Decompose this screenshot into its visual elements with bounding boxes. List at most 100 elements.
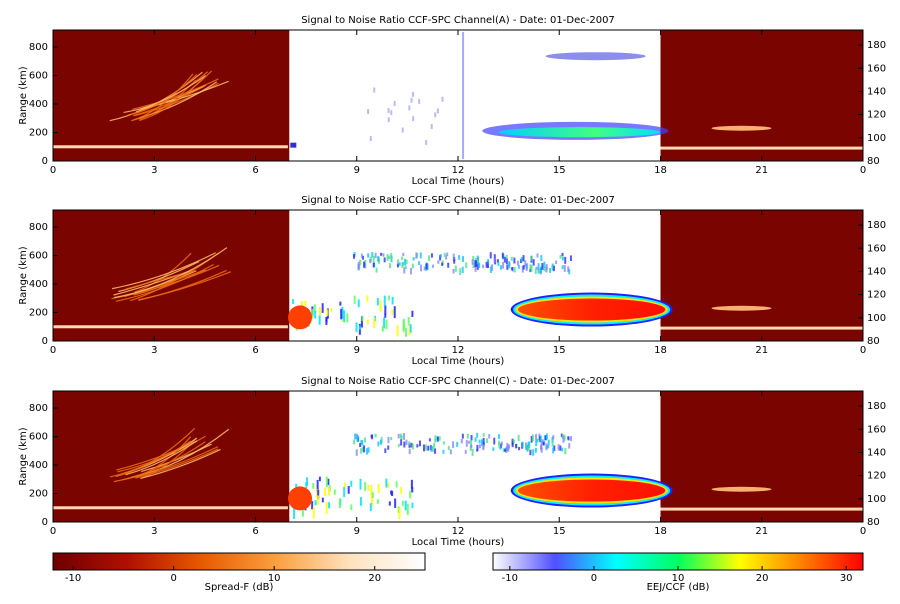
spread-f-plume [112,252,216,290]
echo-patch [530,255,533,261]
echo-patch [521,441,524,448]
echo-patch [371,492,374,498]
echo-patch [326,309,329,316]
echo-patch [371,252,374,258]
echo-patch [561,252,564,257]
echo-patch [394,498,397,508]
x-tick-label: 0 [860,345,866,356]
echo-patch [385,478,388,488]
echo-layer [53,506,288,510]
y2-tick-label: 80 [867,156,880,167]
y-axis-label: Range (km) [18,246,29,304]
y-tick-label: 400 [29,460,48,471]
echo-patch [361,446,364,452]
heatmap-background [660,30,863,161]
spread-f-plume [127,71,209,116]
echo-patch [525,264,528,271]
echo-patch [423,266,426,271]
y2-tick-label: 120 [867,110,886,121]
echo-patch [449,449,452,455]
echo-patch [476,444,479,452]
echo-patch [384,448,387,453]
echo-patch [357,299,360,308]
echo-patch [412,257,415,261]
echo-patch [341,306,344,319]
echo-patch [499,446,502,450]
echo-patch [410,479,413,489]
spread-f-plume [138,271,232,301]
echo-patch [395,481,398,488]
echo-patch [442,441,445,445]
echo-patch [416,444,419,448]
echo-patch [497,261,500,267]
y-axis-label: Range (km) [18,66,29,124]
heatmap-background [660,210,863,341]
echo-patch [489,252,492,259]
y2-tick-label: 160 [867,424,886,435]
echo-patch [388,295,391,301]
echo-patch [540,445,543,450]
echo-patch [290,142,297,148]
x-tick-label: 15 [553,165,566,176]
echo-patch [434,448,437,454]
y2-tick-label: 180 [867,40,886,51]
echo-patch [563,434,566,441]
echo-patch [508,262,511,269]
echo-patch [482,446,485,451]
y-tick-label: 600 [29,251,48,262]
echo-patch [543,267,546,272]
echo-patch [409,267,412,275]
echo-patch [359,259,362,266]
echo-patch [545,52,646,61]
echo-patch [471,448,474,456]
echo-patch [540,447,543,453]
echo-patch [411,502,414,509]
echo-patch [318,476,321,482]
echo-patch [471,259,474,265]
echo-patch [549,268,552,273]
echo-patch [328,502,331,509]
echo-patch [401,262,404,268]
echo-patch [501,252,504,259]
echo-patch [510,256,513,261]
echo-patch [387,117,390,123]
echo-patch [488,434,491,439]
echo-patch [489,266,492,273]
echo-patch [373,317,376,329]
echo-patch [496,259,499,263]
echo-patch [418,440,421,447]
echo-patch [318,315,321,325]
echo-patch [367,109,370,115]
y2-tick-label: 140 [867,447,886,458]
echo-patch [569,255,572,261]
x-tick-label: 3 [151,165,157,176]
echo-patch [567,266,570,273]
echo-patch [491,264,494,271]
spread-f-plume [135,448,219,479]
echo-patch [498,445,501,449]
echo-patch [476,255,479,262]
echo-patch [552,447,555,454]
echo-patch [343,486,346,498]
echo-patch [472,255,475,262]
colorbar-tick-label: 30 [840,573,853,584]
echo-patch [387,482,390,489]
spread-f-plume [115,427,196,478]
echo-patch [564,256,567,264]
echo-patch [389,263,392,269]
echo-patch [304,300,307,307]
spread-f-plume [110,440,192,478]
echo-patch [300,301,303,306]
echo-patch [314,310,317,319]
echo-patch [540,441,543,445]
echo-patch [377,441,380,447]
echo-patch [521,265,524,273]
echo-patch [431,264,434,268]
echo-patch [567,436,570,441]
colorbar-tick-label: -10 [502,573,518,584]
colorbar-label: EEJ/CCF (dB) [647,582,710,593]
echo-patch [318,306,321,317]
echo-patch [355,322,358,333]
echo-patch [404,265,407,269]
echo-patch [439,255,442,261]
